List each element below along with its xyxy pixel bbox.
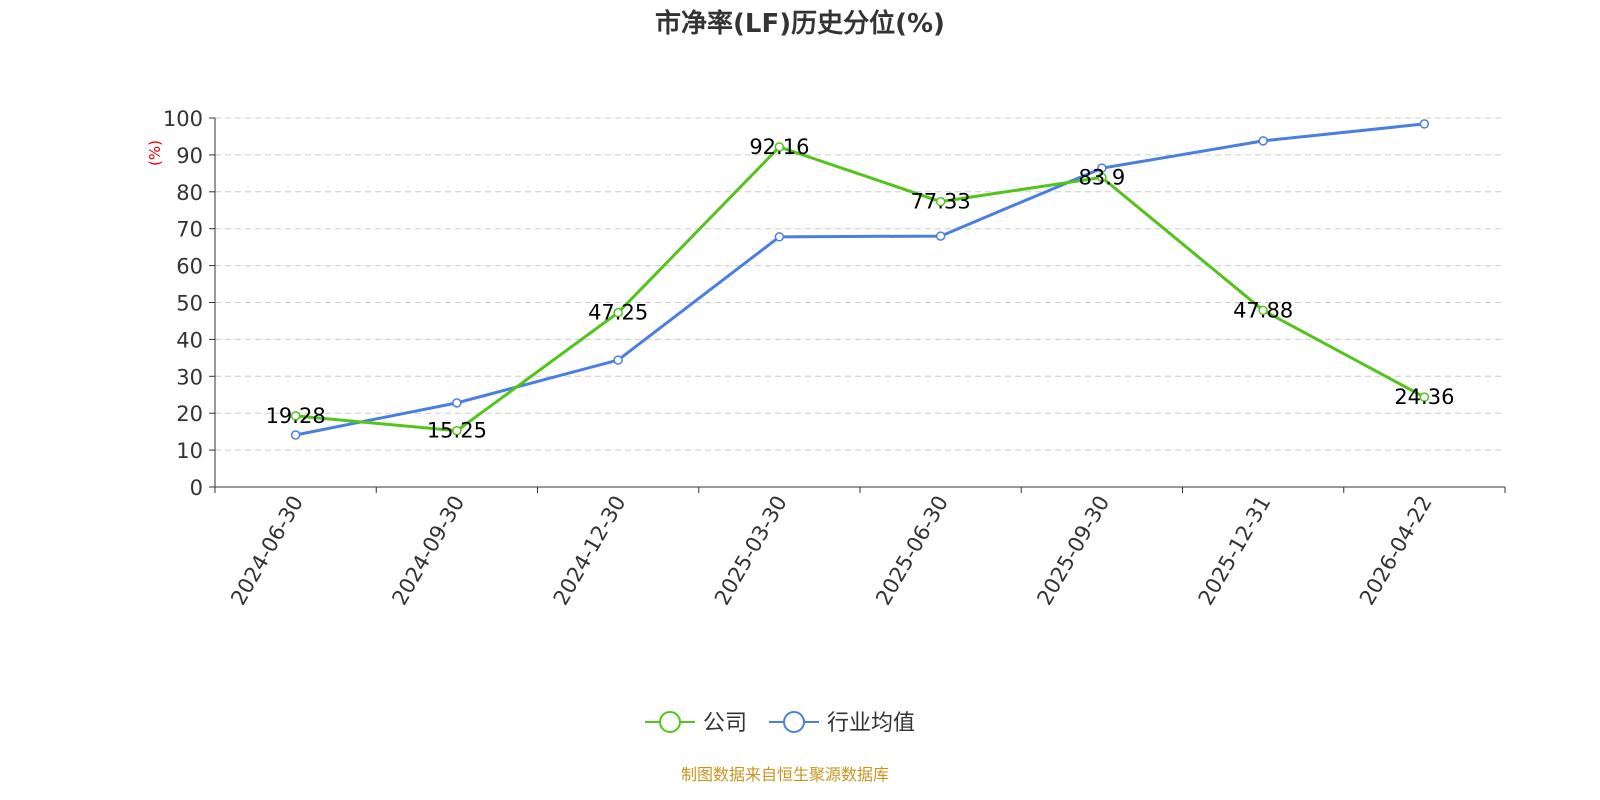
data-label: 19.28 (266, 404, 326, 428)
data-label: 15.25 (427, 419, 487, 443)
data-point (290, 430, 301, 440)
x-tick-label: 2025-03-30 (710, 492, 792, 610)
data-label: 47.88 (1233, 298, 1293, 322)
data-label: 47.25 (588, 301, 648, 325)
y-tick-label: 10 (176, 439, 203, 463)
x-tick-label: 2025-12-31 (1194, 492, 1276, 610)
source-note: 制图数据来自恒生聚源数据库 (681, 765, 889, 784)
legend-marker (659, 711, 681, 733)
data-point (1258, 305, 1268, 316)
data-label: 92.16 (749, 135, 809, 159)
data-point (1097, 172, 1107, 183)
x-tick-label: 2025-09-30 (1032, 492, 1114, 610)
data-label: 77.33 (911, 190, 971, 214)
data-label: 24.36 (1394, 385, 1454, 409)
y-tick-label: 30 (176, 365, 203, 389)
y-tick-label: 20 (176, 402, 203, 426)
data-point (935, 231, 946, 241)
data-point (774, 142, 785, 152)
data-point (1419, 392, 1430, 402)
series-line (295, 122, 1425, 437)
data-point (452, 425, 462, 436)
data-point (613, 307, 623, 318)
data-point (1419, 119, 1430, 129)
data-point (774, 232, 785, 242)
x-tick-label: 2024-09-30 (387, 492, 469, 610)
y-tick-label: 80 (176, 181, 203, 205)
x-tick-label: 2026-04-22 (1355, 492, 1437, 610)
y-tick-label: 40 (176, 328, 203, 352)
data-point (290, 411, 301, 421)
y-tick-label: 60 (176, 255, 203, 279)
data-point (613, 355, 623, 365)
y-tick-label: 100 (163, 107, 203, 131)
x-tick-label: 2025-06-30 (871, 492, 953, 610)
y-tick-label: 70 (176, 218, 203, 242)
data-point (935, 196, 946, 207)
data-label: 83.9 (1078, 165, 1125, 189)
y-tick-label: 0 (190, 476, 203, 500)
y-tick-label: 90 (176, 144, 203, 168)
x-tick-label: 2024-12-30 (549, 492, 631, 610)
legend-label: 公司 (703, 711, 747, 736)
legend-label: 行业均值 (827, 711, 915, 736)
y-axis-label: (%) (146, 140, 164, 166)
x-tick-label: 2024-06-30 (226, 492, 308, 610)
chart-title: 市净率(LF)历史分位(%) (655, 8, 945, 39)
data-point (1097, 163, 1107, 173)
legend-marker (783, 711, 805, 733)
data-point (1258, 136, 1268, 146)
data-point (452, 398, 462, 408)
y-tick-label: 50 (176, 292, 203, 316)
series-line (295, 145, 1426, 433)
